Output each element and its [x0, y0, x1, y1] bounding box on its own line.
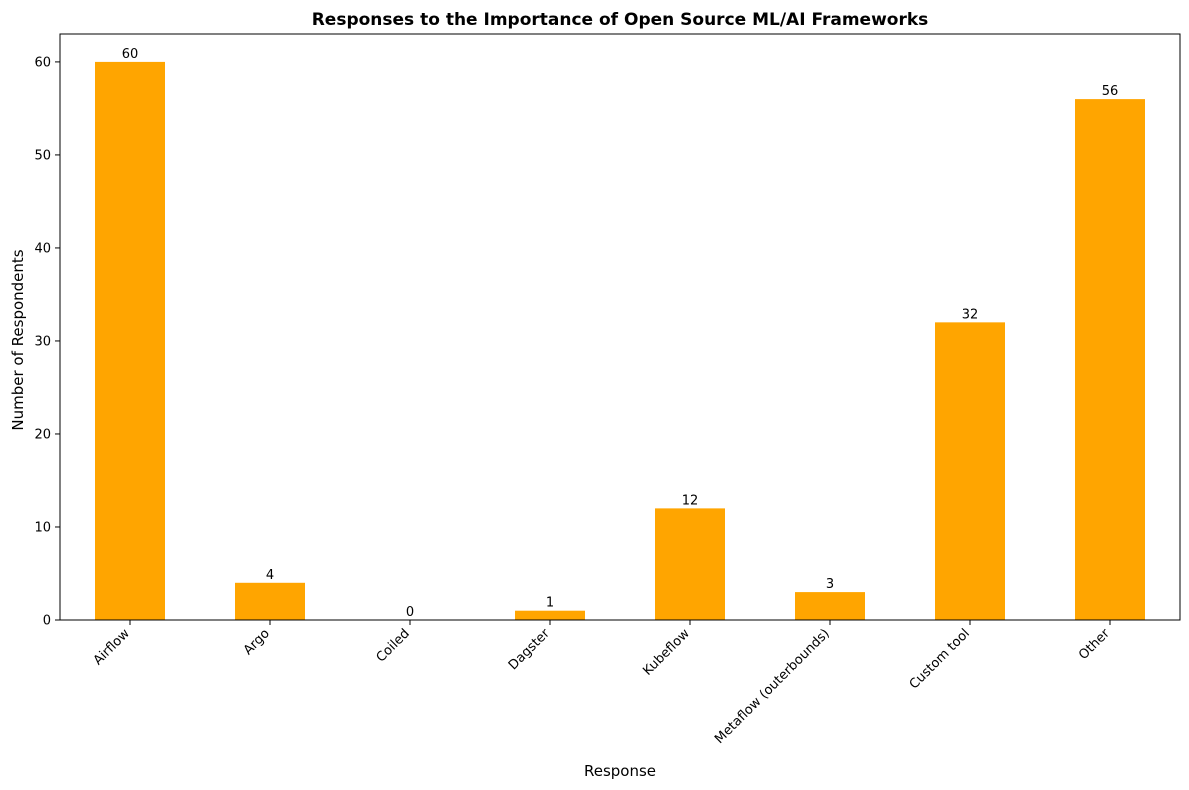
data-label: 60 [122, 47, 139, 62]
x-tick-label: Kubeflow [640, 626, 693, 679]
x-tick-label: Coiled [374, 626, 413, 665]
bar-dagster [515, 610, 585, 620]
data-label: 4 [266, 568, 274, 583]
bar-metaflow-outerbounds- [795, 592, 865, 620]
x-tick-label: Custom tool [907, 626, 973, 692]
bar-airflow [95, 61, 165, 620]
y-tick-label: 20 [34, 427, 51, 442]
data-label: 3 [826, 577, 834, 592]
bar-kubeflow [655, 508, 725, 620]
x-tick-label: Airflow [91, 626, 133, 668]
data-label: 0 [406, 605, 414, 620]
y-tick-label: 40 [34, 241, 51, 256]
data-label: 32 [962, 307, 979, 322]
bar-argo [235, 582, 305, 620]
bar-other [1075, 99, 1145, 621]
data-label: 12 [682, 493, 699, 508]
chart-title: Responses to the Importance of Open Sour… [312, 10, 929, 30]
data-label: 1 [546, 596, 554, 611]
y-axis-label: Number of Respondents [9, 249, 27, 430]
data-label: 56 [1102, 84, 1119, 99]
axes-frame [59, 33, 1181, 621]
x-tick-label: Metaflow (outerbounds) [712, 626, 833, 747]
x-tick-label: Dagster [506, 626, 553, 673]
x-tick-label: Other [1076, 626, 1113, 663]
y-tick-label: 10 [34, 520, 51, 535]
y-tick-label: 50 [34, 148, 51, 163]
x-tick-label: Argo [241, 626, 273, 658]
y-tick-label: 0 [43, 614, 51, 629]
y-tick-label: 30 [34, 334, 51, 349]
bar-custom-tool [935, 322, 1005, 620]
plot-area: 60 Airflow 4 Argo 0 Coiled 1 Dagster 12 Kubeflow 3… [34, 33, 1181, 747]
y-tick-label: 60 [34, 55, 51, 70]
x-axis-label: Response [584, 762, 656, 780]
